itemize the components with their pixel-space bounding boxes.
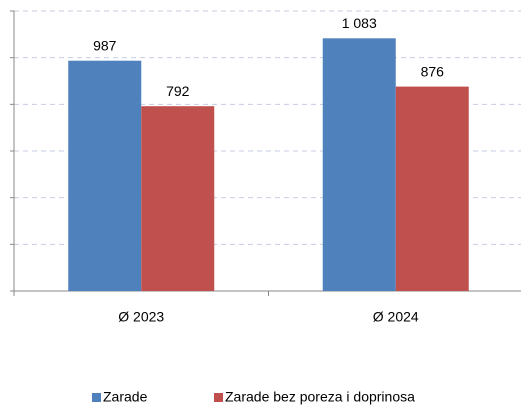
data-label: 987 [93,37,117,53]
bar [68,60,142,292]
data-label: 792 [166,83,190,99]
x-tick-label: Ø 2023 [118,309,164,325]
data-label: 1 083 [342,15,377,31]
legend-swatch [92,393,101,402]
bar [395,86,469,291]
legend-label: Zarade bez poreza i doprinosa [225,389,415,405]
data-label: 876 [421,63,445,79]
legend-swatch [214,393,223,402]
bar [322,38,396,291]
bar [141,106,215,291]
legend-label: Zarade [103,389,148,405]
x-tick-label: Ø 2024 [373,309,419,325]
